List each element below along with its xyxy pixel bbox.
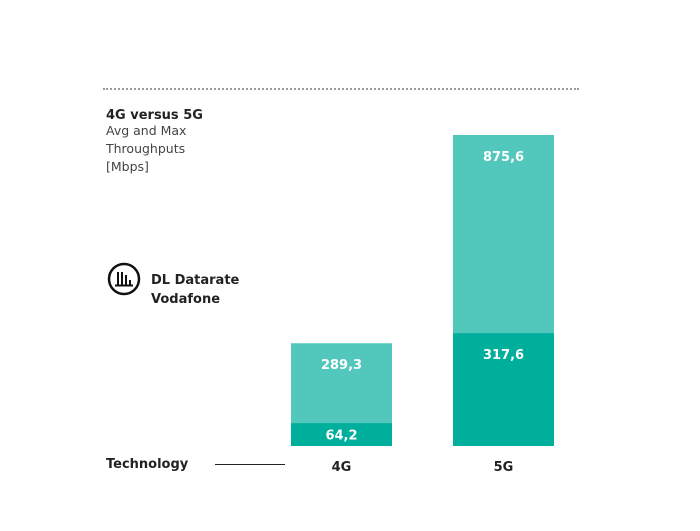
badge-line1: DL Datarate <box>151 273 240 288</box>
x-tick-label-5G: 5G <box>494 460 514 475</box>
chart-subtitle: Avg and Max Throughputs [Mbps] <box>106 123 187 174</box>
x-tick-label-4G: 4G <box>332 460 352 475</box>
bar-avg-4G <box>291 423 392 446</box>
data-label-max-4G: 289,3 <box>321 358 362 373</box>
chart-title: 4G versus 5G <box>106 108 203 123</box>
dotted-divider <box>103 88 579 90</box>
bar-chart-circle-icon <box>107 262 141 296</box>
data-label-avg-5G: 317,6 <box>483 348 524 363</box>
badge-line2: Vodafone <box>151 292 221 307</box>
data-label-avg-4G: 64,2 <box>325 429 357 444</box>
data-label-max-5G: 875,6 <box>483 150 524 165</box>
bar-avg-5G <box>453 333 554 446</box>
x-axis-label: Technology <box>106 457 189 472</box>
axis-label-connector <box>215 464 285 465</box>
